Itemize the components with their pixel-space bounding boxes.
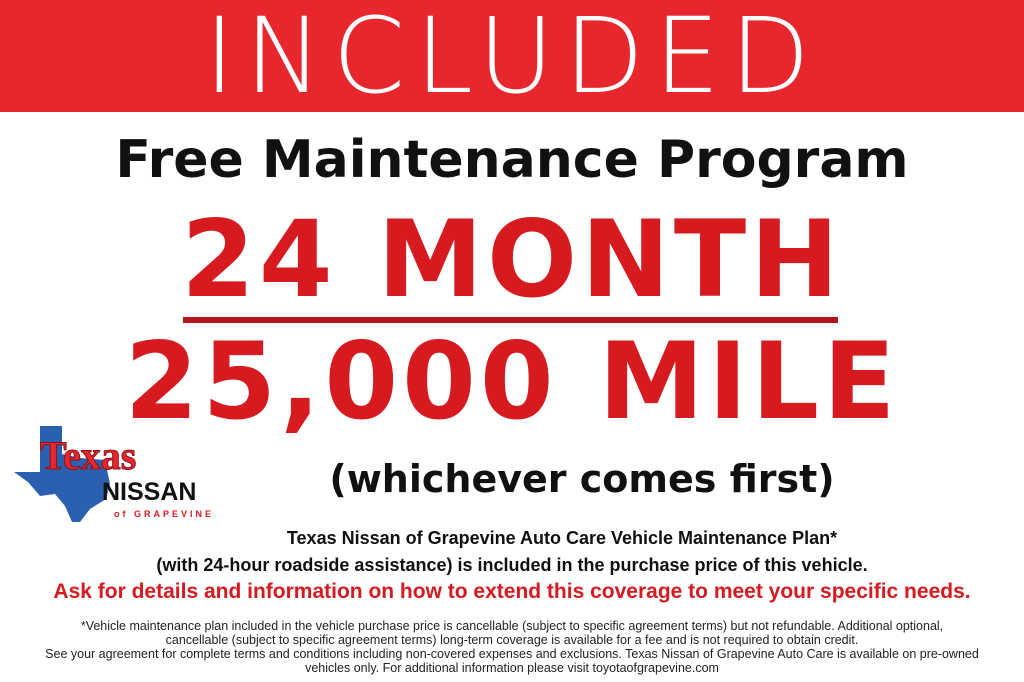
program-title: Free Maintenance Program: [115, 130, 909, 190]
term-note: (whichever comes first): [329, 457, 835, 501]
texas-state-icon: Texas NISSAN of GRAPEVINE: [14, 426, 214, 522]
plan-title: Texas Nissan of Grapevine Auto Care Vehi…: [286, 528, 838, 548]
included-banner: INCLUDED: [0, 0, 1024, 116]
fine-print: *Vehicle maintenance plan included in th…: [0, 619, 1024, 675]
svg-text:Texas: Texas: [40, 433, 136, 478]
fine-print-line: vehicles only. For additional informatio…: [305, 661, 719, 675]
term-miles: 25,000 MILE: [124, 320, 900, 443]
svg-text:NISSAN: NISSAN: [102, 478, 196, 506]
texas-nissan-logo: Texas NISSAN of GRAPEVINE: [10, 424, 220, 524]
fine-print-line: cancellable (subject to specific agreeme…: [165, 633, 859, 647]
extend-coverage-cta: Ask for details and information on how t…: [53, 580, 971, 603]
svg-text:of GRAPEVINE: of GRAPEVINE: [114, 509, 214, 519]
fine-print-line: See your agreement for complete terms an…: [45, 647, 979, 661]
term-months: 24 MONTH: [181, 198, 843, 321]
divider-line: [183, 317, 838, 323]
banner-title: INCLUDED: [204, 0, 820, 117]
plan-description: (with 24-hour roadside assistance) is in…: [156, 555, 868, 575]
fine-print-line: *Vehicle maintenance plan included in th…: [80, 619, 944, 633]
